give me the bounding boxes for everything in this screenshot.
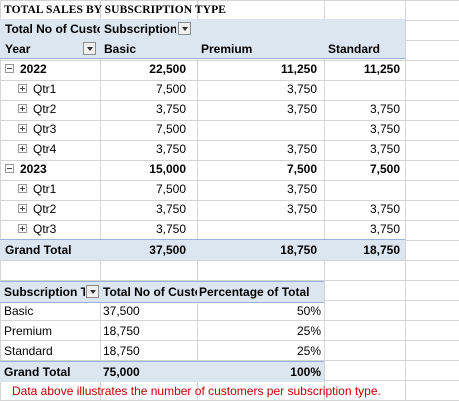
grand-total-value: 18,750 bbox=[280, 243, 317, 257]
column-field-label[interactable]: Subscription Type bbox=[104, 22, 176, 36]
summary-header-count: Total No of Customers bbox=[103, 285, 197, 299]
value-cell: 11,250 bbox=[363, 62, 400, 76]
value-cell: 15,000 bbox=[149, 162, 186, 176]
column-header-standard: Standard bbox=[328, 42, 381, 56]
year-row: 2022 22,500 11,250 11,250 bbox=[0, 59, 405, 79]
row-label: Qtr3 bbox=[33, 222, 57, 236]
value-cell: 3,750 bbox=[369, 142, 400, 156]
plus-box-icon[interactable] bbox=[18, 204, 27, 213]
value-cell bbox=[324, 79, 400, 99]
row-label: Qtr2 bbox=[33, 202, 57, 216]
value-cell: 3,750 bbox=[155, 102, 186, 116]
value-cell: 7,500 bbox=[286, 162, 317, 176]
pivot-column-header-row: Year Basic Premium Standard bbox=[0, 39, 405, 59]
column-header-basic: Basic bbox=[104, 42, 137, 56]
note-text: Data above illustrates the number of cus… bbox=[12, 384, 381, 398]
summary-count-cell: 18,750 bbox=[103, 324, 140, 338]
minus-box-icon[interactable] bbox=[5, 164, 14, 173]
row-label: Qtr1 bbox=[33, 82, 57, 96]
chevron-down-icon[interactable] bbox=[86, 285, 99, 298]
summary-count-cell: 37,500 bbox=[103, 304, 140, 318]
value-cell bbox=[197, 119, 317, 139]
summary-count-cell: 18,750 bbox=[103, 344, 140, 358]
report-title: TOTAL SALES BY SUBSCRIPTION TYPE bbox=[4, 4, 226, 16]
summary-grand-total-label: Grand Total bbox=[4, 365, 71, 379]
column-header-premium: Premium bbox=[201, 42, 253, 56]
value-cell: 3,750 bbox=[286, 142, 317, 156]
summary-row: Premium 18,750 25% bbox=[0, 321, 324, 341]
grand-total-row: Grand Total 37,500 18,750 18,750 bbox=[0, 239, 405, 260]
value-cell: 7,500 bbox=[155, 182, 186, 196]
summary-percentage-cell: 25% bbox=[296, 344, 321, 358]
plus-box-icon[interactable] bbox=[18, 184, 27, 193]
summary-type-cell: Premium bbox=[4, 324, 53, 338]
row-field-label[interactable]: Year bbox=[5, 42, 31, 56]
value-cell: 3,750 bbox=[369, 122, 400, 136]
year-row: 2023 15,000 7,500 7,500 bbox=[0, 159, 405, 179]
row-label: Qtr2 bbox=[33, 102, 57, 116]
summary-percentage-cell: 50% bbox=[296, 304, 321, 318]
summary-row: Basic 37,500 50% bbox=[0, 301, 324, 321]
plus-box-icon[interactable] bbox=[18, 84, 27, 93]
grand-total-label: Grand Total bbox=[5, 243, 72, 257]
quarter-row: Qtr3 3,750 3,750 bbox=[0, 219, 405, 239]
summary-grand-total-count: 75,000 bbox=[103, 365, 140, 379]
quarter-row: Qtr1 7,500 3,750 bbox=[0, 79, 405, 99]
value-cell: 3,750 bbox=[369, 102, 400, 116]
value-cell: 3,750 bbox=[369, 202, 400, 216]
values-field-label[interactable]: Total No of Customers bbox=[5, 22, 100, 36]
quarter-row: Qtr4 3,750 3,750 3,750 bbox=[0, 139, 405, 159]
summary-header-type[interactable]: Subscription Type bbox=[4, 285, 85, 299]
value-cell: 3,750 bbox=[286, 182, 317, 196]
pivot-header-row: Total No of Customers Subscription Type bbox=[0, 19, 405, 39]
row-label: 2023 bbox=[20, 162, 47, 176]
plus-box-icon[interactable] bbox=[18, 104, 27, 113]
value-cell: 3,750 bbox=[155, 222, 186, 236]
row-label: Qtr1 bbox=[33, 182, 57, 196]
row-label: Qtr4 bbox=[33, 142, 57, 156]
chevron-down-icon[interactable] bbox=[178, 22, 191, 35]
minus-box-icon[interactable] bbox=[5, 64, 14, 73]
quarter-row: Qtr2 3,750 3,750 3,750 bbox=[0, 99, 405, 119]
plus-box-icon[interactable] bbox=[18, 224, 27, 233]
value-cell: 11,250 bbox=[280, 62, 317, 76]
value-cell: 3,750 bbox=[286, 102, 317, 116]
value-cell: 3,750 bbox=[369, 222, 400, 236]
chevron-down-icon[interactable] bbox=[83, 42, 96, 55]
value-cell: 22,500 bbox=[149, 62, 186, 76]
quarter-row: Qtr2 3,750 3,750 3,750 bbox=[0, 199, 405, 219]
plus-box-icon[interactable] bbox=[18, 144, 27, 153]
value-cell: 3,750 bbox=[155, 202, 186, 216]
summary-percentage-cell: 25% bbox=[296, 324, 321, 338]
value-cell: 7,500 bbox=[369, 162, 400, 176]
value-cell: 3,750 bbox=[286, 82, 317, 96]
grand-total-value: 37,500 bbox=[149, 243, 186, 257]
summary-header-percentage: Percentage of Total bbox=[199, 285, 310, 299]
quarter-row: Qtr3 7,500 3,750 bbox=[0, 119, 405, 139]
summary-grand-total-pct: 100% bbox=[290, 365, 321, 379]
value-cell bbox=[324, 179, 400, 199]
plus-box-icon[interactable] bbox=[18, 124, 27, 133]
summary-type-cell: Basic bbox=[4, 304, 34, 318]
value-cell: 3,750 bbox=[286, 202, 317, 216]
summary-row: Standard 18,750 25% bbox=[0, 341, 324, 361]
summary-header-row: Subscription Type Total No of Customers … bbox=[0, 281, 324, 303]
grand-total-value: 18,750 bbox=[363, 243, 400, 257]
row-label: Qtr3 bbox=[33, 122, 57, 136]
value-cell: 3,750 bbox=[155, 142, 186, 156]
value-cell: 7,500 bbox=[155, 122, 186, 136]
row-label: 2022 bbox=[20, 62, 47, 76]
value-cell bbox=[197, 219, 317, 239]
summary-type-cell: Standard bbox=[4, 344, 53, 358]
value-cell: 7,500 bbox=[155, 82, 186, 96]
summary-grand-total-row: Grand Total 75,000 100% bbox=[0, 361, 324, 382]
quarter-row: Qtr1 7,500 3,750 bbox=[0, 179, 405, 199]
